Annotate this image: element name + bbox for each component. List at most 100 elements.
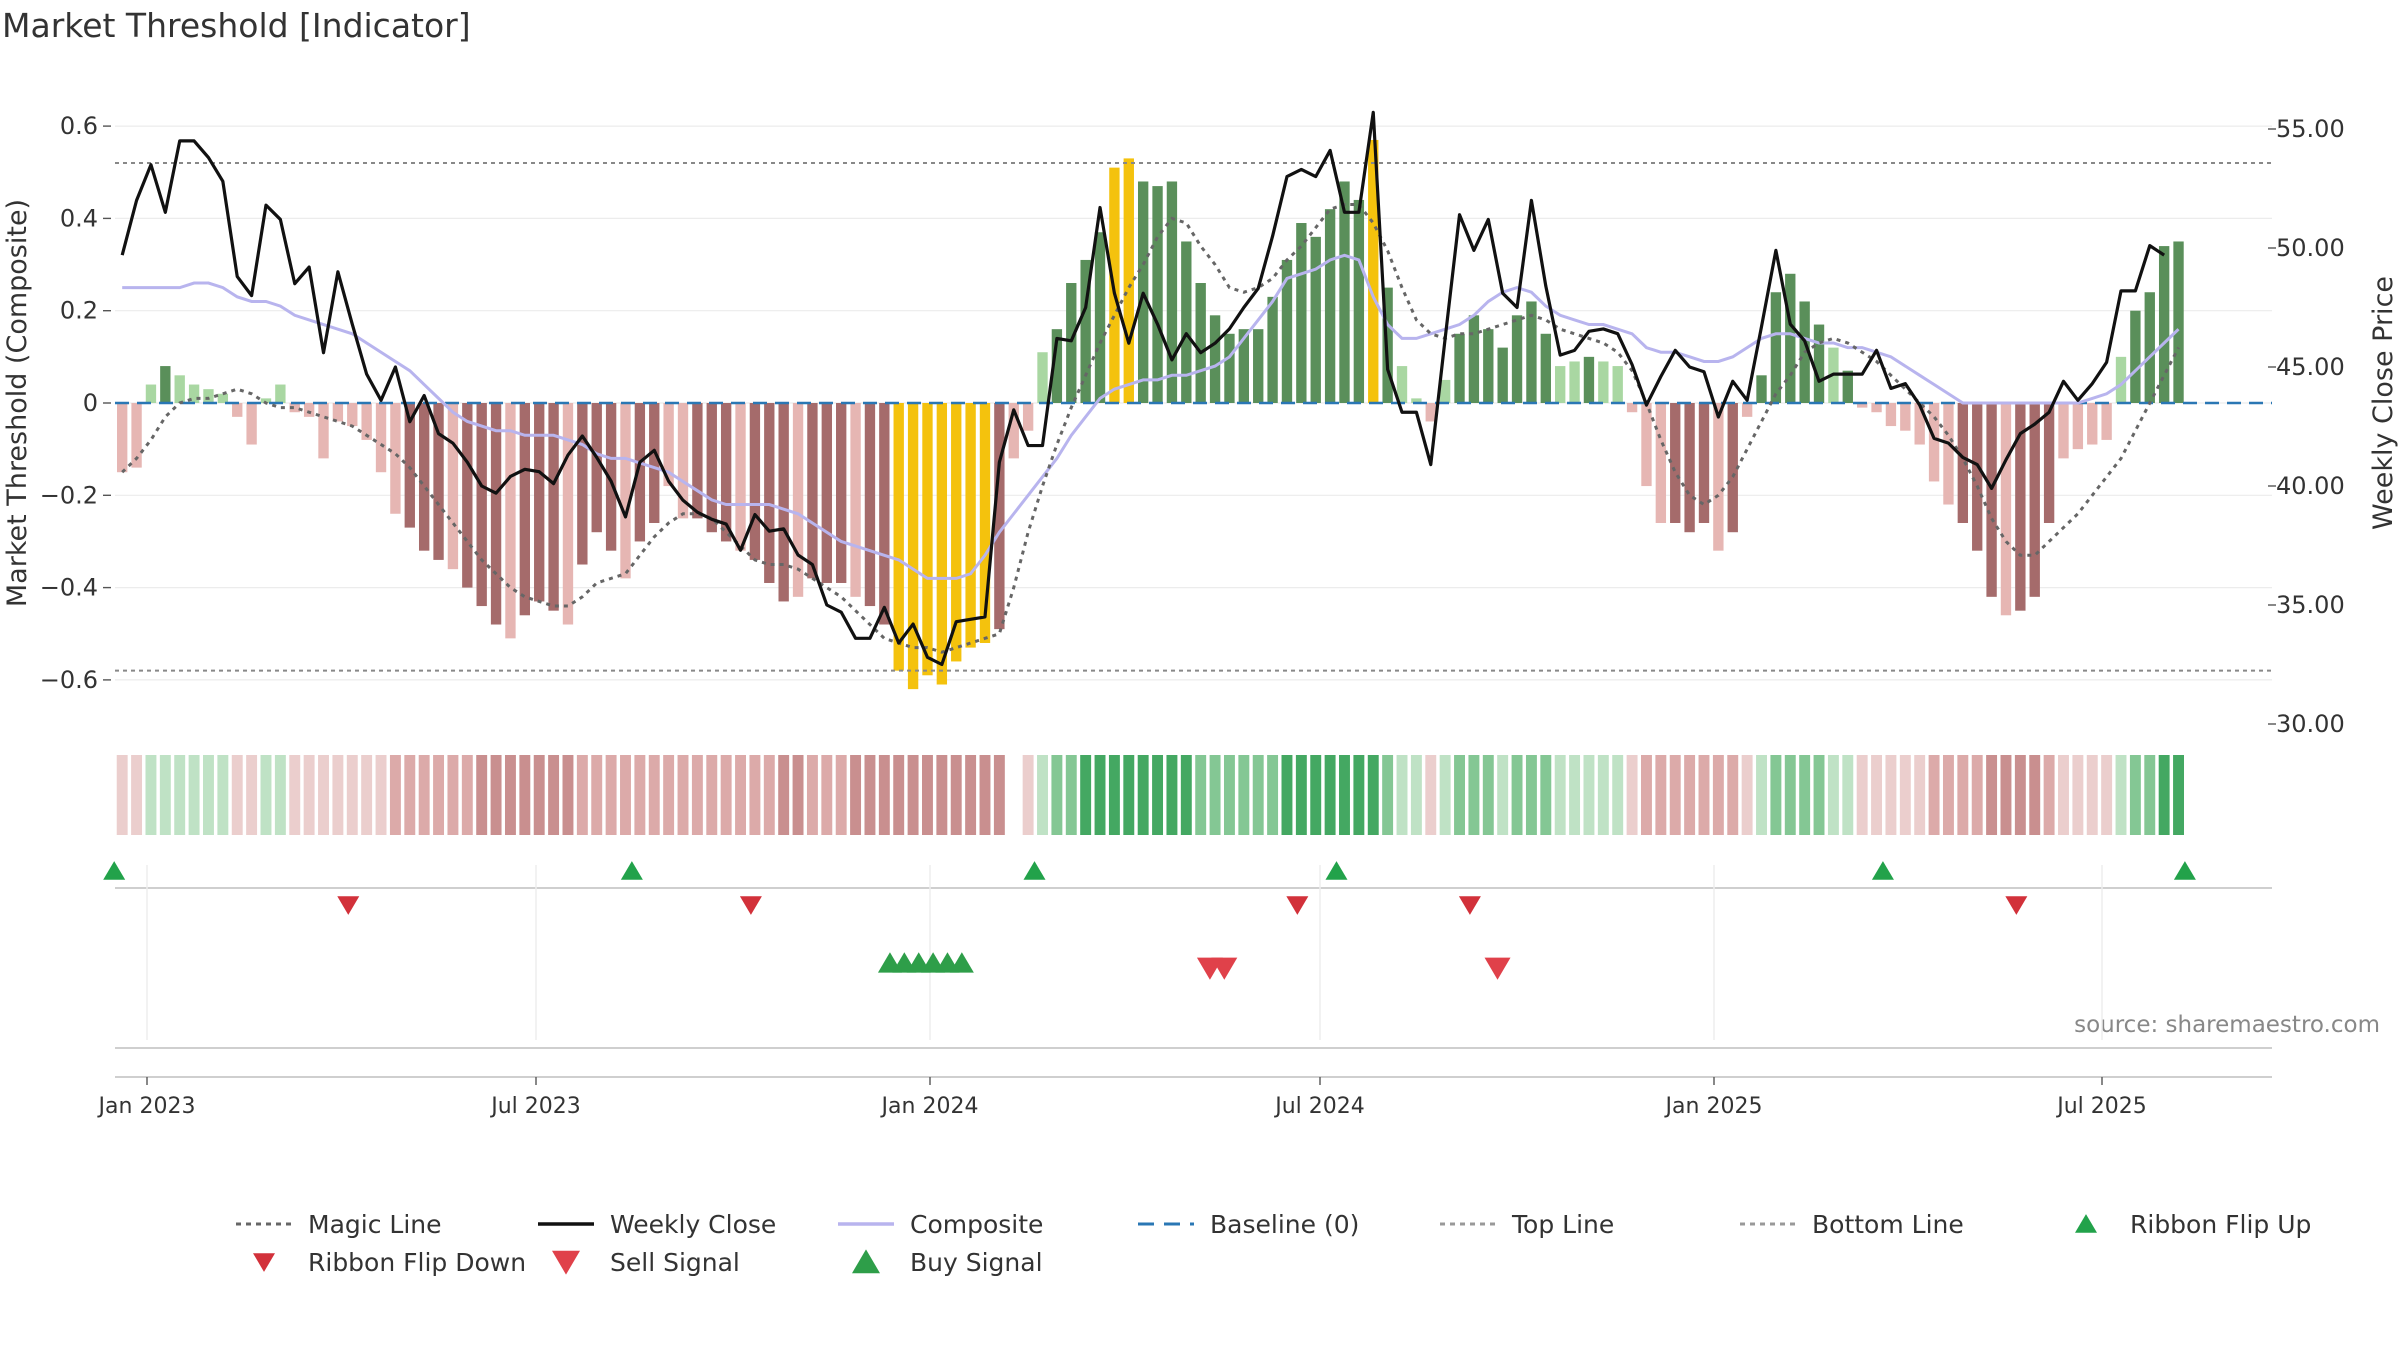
ribbon-cell <box>1827 755 1839 835</box>
ribbon-flip-up-marker <box>1325 861 1348 880</box>
ribbon-cell <box>1252 755 1264 835</box>
ribbon-cell <box>346 755 358 835</box>
ribbon-cell <box>1468 755 1480 835</box>
ribbon-cell <box>1540 755 1552 835</box>
ribbon-cell <box>1971 755 1983 835</box>
chart-title: Market Threshold [Indicator] <box>2 6 471 45</box>
composite-bar <box>1353 199 1365 403</box>
x-tick-label: Jul 2023 <box>489 1094 581 1119</box>
ribbon-cell <box>965 755 977 835</box>
ribbon-cell <box>1310 755 1322 835</box>
composite-bar <box>836 403 847 583</box>
ribbon-cell <box>1885 755 1897 835</box>
composite-bar <box>490 403 502 625</box>
composite-bar <box>1598 361 1609 403</box>
legend-item: Bottom Line <box>1740 1210 1964 1239</box>
composite-bar <box>620 403 631 579</box>
composite-bar <box>749 403 761 560</box>
right-tick-label: 55.00 <box>2276 115 2345 143</box>
ribbon-cell <box>303 755 315 835</box>
composite-bar <box>1986 403 1997 597</box>
legend-label: Bottom Line <box>1812 1210 1964 1239</box>
ribbon-cell <box>145 755 157 835</box>
ribbon-cell <box>1684 755 1696 835</box>
composite-bar <box>1253 329 1264 403</box>
composite-bar <box>2130 310 2141 403</box>
legend-item: Baseline (0) <box>1138 1210 1359 1239</box>
ribbon-cell <box>576 755 588 835</box>
composite-bar <box>663 403 674 487</box>
composite-bar <box>505 403 516 639</box>
composite-bar <box>634 403 646 542</box>
ribbon-flip-down-marker <box>337 896 360 915</box>
composite-bar <box>1152 186 1163 403</box>
ribbon-cell <box>1712 755 1724 835</box>
composite-bar <box>433 403 444 560</box>
ribbon-cell <box>562 755 574 835</box>
composite-bar <box>1324 209 1336 403</box>
composite-bar <box>1396 366 1408 403</box>
composite-bar <box>260 398 272 403</box>
ribbon-cell <box>1756 755 1767 835</box>
composite-bar <box>1583 356 1595 403</box>
composite-bar <box>907 403 919 690</box>
ribbon-cell <box>504 755 516 835</box>
ribbon-cell <box>1799 755 1811 835</box>
composite-bar <box>361 403 372 440</box>
ribbon-cell <box>476 755 488 835</box>
ribbon-cell <box>634 755 646 835</box>
composite-bar <box>1022 403 1034 431</box>
composite-bar <box>764 403 775 583</box>
ribbon-cell <box>691 755 703 835</box>
ribbon-cell <box>1525 755 1537 835</box>
ribbon-cell <box>2014 755 2026 835</box>
ribbon-cell <box>548 755 560 835</box>
composite-bar <box>332 403 344 422</box>
ribbon-cell <box>864 755 876 835</box>
composite-bar <box>2101 403 2112 440</box>
legend-swatch <box>852 1249 880 1274</box>
composite-bar <box>605 403 617 551</box>
composite-bar <box>1756 375 1767 403</box>
ribbon-cell <box>1281 755 1293 835</box>
ribbon-cell <box>1583 755 1595 835</box>
composite-bar <box>2029 403 2040 597</box>
ribbon-cell <box>620 755 631 835</box>
ribbon-flip-up-marker <box>103 861 126 880</box>
legend-label: Magic Line <box>308 1210 442 1239</box>
legend-label: Top Line <box>1511 1210 1614 1239</box>
composite-bar <box>1972 403 1983 551</box>
left-tick-label: 0.6 <box>60 112 98 140</box>
ribbon-cell <box>1482 755 1494 835</box>
ribbon-cell <box>159 755 171 835</box>
legend-item: Sell Signal <box>552 1248 740 1277</box>
composite-bar <box>1195 283 1206 403</box>
composite-bar <box>2015 403 2026 611</box>
ribbon-cell <box>1022 755 1034 835</box>
ribbon-cell <box>375 755 387 835</box>
ribbon-cell <box>1914 755 1926 835</box>
ribbon-cell <box>1899 755 1911 835</box>
composite-bar <box>1727 403 1738 533</box>
composite-bar <box>275 384 286 403</box>
composite-bar <box>2115 356 2127 403</box>
composite-bar <box>1612 366 1623 403</box>
composite-bar <box>1008 403 1019 459</box>
right-tick-label: 30.00 <box>2276 710 2345 738</box>
composite-bar <box>160 366 171 403</box>
ribbon-flip-up-marker <box>2173 861 2196 880</box>
ribbon-cell <box>778 755 790 835</box>
composite-bar <box>864 403 876 607</box>
ribbon-cell <box>1942 755 1954 835</box>
ribbon-cell <box>677 755 689 835</box>
ribbon-cell <box>720 755 732 835</box>
ribbon-cell <box>2115 755 2127 835</box>
composite-bar <box>1181 241 1192 403</box>
ribbon-cell <box>605 755 617 835</box>
ribbon-cell <box>763 755 775 835</box>
composite-bar <box>2087 403 2098 445</box>
composite-bar <box>2144 292 2155 403</box>
ribbon-cell <box>433 755 445 835</box>
composite-bar <box>562 403 574 625</box>
ribbon-cell <box>289 755 301 835</box>
